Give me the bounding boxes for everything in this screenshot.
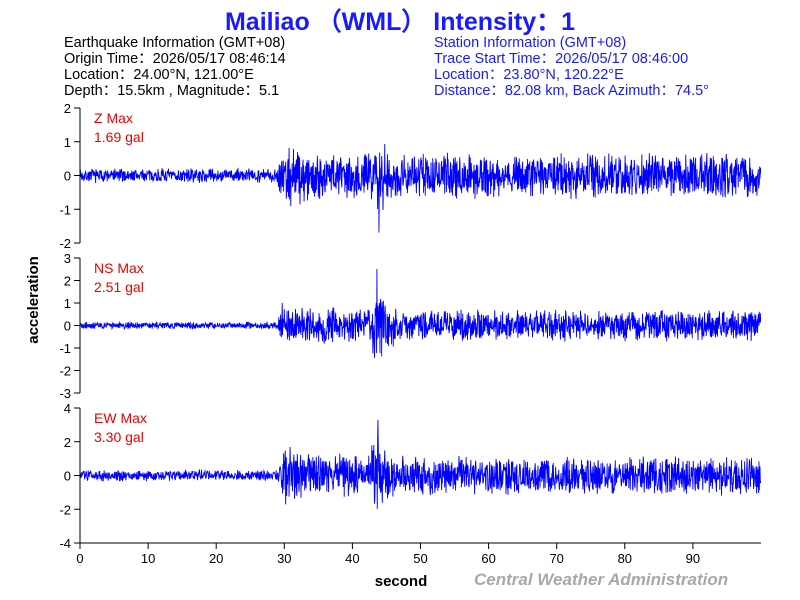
panel-z: -2 -1 0 1 2 Z Max 1.69 gal (59, 101, 761, 251)
x-axis: 0 10 20 30 40 50 60 70 80 90 (76, 542, 761, 566)
station-location: Location：23.80°N, 120.22°E (434, 67, 624, 83)
waveform-ns (80, 269, 761, 359)
earthquake-info-heading: Earthquake Information (GMT+08) (64, 35, 286, 51)
panel-ew: -4 -2 0 2 4 EW Max 3.30 gal (59, 401, 761, 551)
credit-text: Central Weather Administration (474, 570, 729, 589)
y-tick-label: 1 (64, 135, 71, 150)
max-label-ew: EW Max (94, 410, 147, 426)
trace-start-time: Trace Start Time：2026/05/17 08:46:00 (434, 51, 689, 67)
y-tick-label: -4 (59, 536, 71, 551)
y-tick-label: 0 (64, 169, 71, 184)
y-tick-label: 4 (64, 401, 71, 416)
x-tick-label: 60 (481, 551, 495, 566)
x-axis-label: second (375, 573, 428, 590)
y-tick-label: 1 (64, 296, 71, 311)
max-value-ns: 2.51 gal (94, 279, 144, 295)
max-value-z: 1.69 gal (94, 129, 144, 145)
max-value-ew: 3.30 gal (94, 429, 144, 445)
origin-time: Origin Time：2026/05/17 08:46:14 (64, 51, 286, 67)
y-axis-label: acceleration (25, 256, 42, 344)
y-tick-label: -1 (59, 202, 71, 217)
y-tick-label: -2 (59, 364, 71, 379)
waveform-z (80, 144, 761, 233)
x-tick-label: 80 (618, 551, 632, 566)
x-tick-label: 50 (413, 551, 427, 566)
station-info-heading: Station Information (GMT+08) (434, 35, 627, 51)
y-tick-label: -1 (59, 341, 71, 356)
x-tick-label: 0 (76, 551, 83, 566)
y-tick-label: 0 (64, 319, 71, 334)
x-tick-label: 70 (549, 551, 563, 566)
y-tick-label: -3 (59, 386, 71, 401)
x-tick-label: 40 (345, 551, 359, 566)
earthquake-info: Earthquake Information (GMT+08) Origin T… (64, 35, 286, 99)
max-label-ns: NS Max (94, 260, 144, 276)
y-tick-label: 2 (64, 101, 71, 116)
station-info: Station Information (GMT+08) Trace Start… (434, 35, 709, 99)
y-tick-label: 2 (64, 274, 71, 289)
seismogram-panels: -2 -1 0 1 2 Z Max 1.69 gal -3 -2 -1 0 1 2 3 NS Max 2.51… (59, 101, 761, 566)
y-tick-label: -2 (59, 236, 71, 251)
distance-azimuth: Distance：82.08 km, Back Azimuth：74.5° (434, 83, 709, 99)
panel-ns: -3 -2 -1 0 1 2 3 NS Max 2.51 gal (59, 251, 761, 401)
depth-magnitude: Depth：15.5km , Magnitude：5.1 (64, 83, 280, 99)
y-tick-label: 0 (64, 469, 71, 484)
epicenter-location: Location：24.00°N, 121.00°E (64, 67, 254, 83)
y-tick-label: 2 (64, 435, 71, 450)
x-tick-label: 90 (686, 551, 700, 566)
max-label-z: Z Max (94, 110, 133, 126)
x-tick-label: 20 (209, 551, 223, 566)
y-tick-label: 3 (64, 251, 71, 266)
waveform-ew (80, 419, 761, 509)
x-tick-label: 30 (277, 551, 291, 566)
x-tick-label: 10 (141, 551, 155, 566)
y-tick-label: -2 (59, 502, 71, 517)
chart-title: Mailiao （WML） Intensity：1 (224, 8, 576, 36)
